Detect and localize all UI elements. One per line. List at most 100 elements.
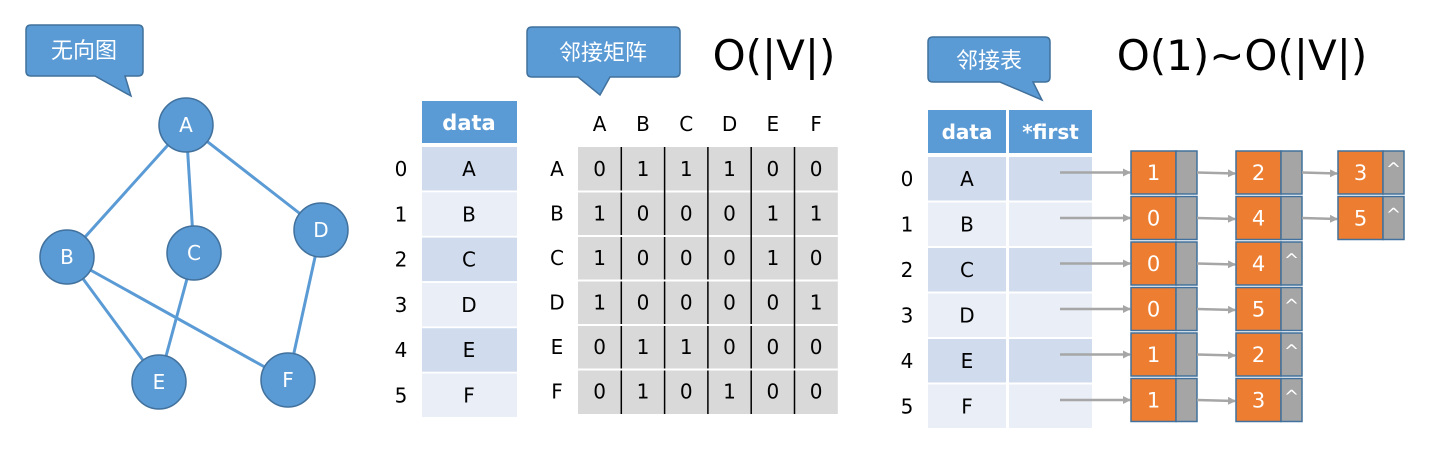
adj-table-header bbox=[928, 110, 1006, 153]
callout-label: 邻接矩阵 bbox=[559, 41, 647, 66]
matrix-row-header: A bbox=[550, 157, 564, 181]
matrix-cell: 0 bbox=[810, 380, 823, 404]
adj-table-data-cell bbox=[928, 339, 1006, 383]
adj-table-first-cell bbox=[1009, 293, 1092, 337]
row-index: 1 bbox=[901, 213, 914, 237]
callout-adjacency-matrix: 邻接矩阵 bbox=[526, 26, 681, 97]
matrix-cell: 0 bbox=[680, 246, 693, 270]
row-index: 2 bbox=[395, 248, 408, 272]
graph-node-label: E bbox=[153, 370, 166, 394]
table-cell: E bbox=[463, 338, 476, 362]
edge-node-vertex bbox=[1130, 241, 1177, 286]
edge-node-value: 1 bbox=[1147, 389, 1160, 413]
edge-node-vertex bbox=[1130, 377, 1177, 423]
edge-node-value: 0 bbox=[1147, 252, 1160, 276]
matrix-cell: 0 bbox=[637, 291, 650, 315]
table-row bbox=[422, 237, 517, 282]
edge-node-value: 5 bbox=[1252, 298, 1265, 322]
matrix-cell: 0 bbox=[810, 335, 823, 359]
edge-node-vertex bbox=[1130, 286, 1177, 332]
matrix-cell: 0 bbox=[766, 335, 779, 359]
next-pointer-arrow bbox=[1196, 351, 1236, 360]
matrix-cell: 0 bbox=[637, 202, 650, 226]
matrix-cell: 1 bbox=[637, 335, 650, 359]
matrix-cell: 1 bbox=[810, 291, 823, 315]
adj-table-first-cell bbox=[1009, 157, 1092, 201]
table-cell: A bbox=[462, 157, 476, 181]
table-row bbox=[422, 328, 517, 372]
matrix-cell: 1 bbox=[766, 246, 779, 270]
matrix-row-header: C bbox=[550, 246, 564, 270]
matrix-cell: 0 bbox=[810, 246, 823, 270]
table-row bbox=[422, 192, 517, 236]
row-index: 5 bbox=[901, 395, 914, 419]
row-index: 5 bbox=[395, 384, 408, 408]
null-pointer: ^ bbox=[1284, 341, 1299, 362]
matrix-cell: 0 bbox=[723, 291, 736, 315]
adj-table-value: C bbox=[960, 258, 974, 282]
adj-table-data-cell bbox=[928, 202, 1006, 246]
row-index: 3 bbox=[901, 304, 914, 328]
edge-node-next bbox=[1175, 377, 1198, 423]
edge-node-next bbox=[1280, 150, 1303, 195]
table-header bbox=[422, 101, 517, 143]
edge-node-value: 0 bbox=[1147, 298, 1160, 322]
matrix-cell: 0 bbox=[593, 380, 606, 404]
edge-node-next bbox=[1175, 195, 1198, 241]
graph-node-E bbox=[131, 354, 187, 410]
table-cell: D bbox=[461, 293, 476, 317]
matrix-cell: 0 bbox=[680, 202, 693, 226]
matrix-cell: 0 bbox=[766, 157, 779, 181]
matrix-row-header: E bbox=[551, 335, 564, 359]
next-pointer-arrow bbox=[1301, 169, 1338, 178]
next-pointer-arrow bbox=[1196, 214, 1236, 223]
adj-table-first-cell bbox=[1009, 384, 1092, 428]
matrix-col-header: F bbox=[810, 112, 822, 136]
graph-node-C bbox=[166, 225, 222, 281]
matrix-cell: 0 bbox=[593, 335, 606, 359]
adj-table-data-cell bbox=[928, 248, 1006, 292]
matrix-cell: 0 bbox=[723, 335, 736, 359]
edge-node-next bbox=[1382, 195, 1405, 241]
matrix-cell: 0 bbox=[593, 157, 606, 181]
null-pointer: ^ bbox=[1386, 205, 1401, 226]
matrix-cell: 0 bbox=[680, 291, 693, 315]
table-cell: C bbox=[462, 248, 476, 272]
row-index: 0 bbox=[395, 157, 408, 181]
matrix-cell: 0 bbox=[637, 246, 650, 270]
undirected-graph: A B C D E F bbox=[39, 97, 349, 410]
row-index: 0 bbox=[901, 167, 914, 191]
matrix-cell: 0 bbox=[680, 380, 693, 404]
row-index: 1 bbox=[395, 202, 408, 226]
adj-table-value: B bbox=[960, 213, 974, 237]
edge-node-next bbox=[1175, 332, 1198, 377]
graph-node-A bbox=[158, 97, 214, 153]
edge-node-value: 4 bbox=[1252, 207, 1265, 231]
adj-table-first-cell bbox=[1009, 248, 1092, 292]
adj-table-data-cell bbox=[928, 157, 1006, 201]
adj-table-first-cell bbox=[1009, 339, 1092, 383]
edge-node-value: 3 bbox=[1252, 389, 1265, 413]
table-row bbox=[422, 282, 517, 327]
matrix-col-header: B bbox=[636, 112, 650, 136]
edge-node-vertex bbox=[1337, 150, 1384, 195]
matrix-row-header: B bbox=[550, 202, 564, 226]
edge-node-next bbox=[1280, 286, 1303, 332]
matrix-cell: 1 bbox=[766, 202, 779, 226]
table-row bbox=[422, 147, 517, 191]
matrix-col-header: C bbox=[679, 112, 693, 136]
matrix-cell: 0 bbox=[766, 380, 779, 404]
edge-node-next bbox=[1175, 241, 1198, 286]
edge-node-next bbox=[1280, 377, 1303, 423]
matrix-cell: 1 bbox=[810, 202, 823, 226]
matrix-cell: 0 bbox=[723, 246, 736, 270]
graph-node-label: B bbox=[60, 245, 74, 269]
callout-label: 无向图 bbox=[51, 39, 117, 64]
null-pointer: ^ bbox=[1284, 250, 1299, 271]
table-header-label: data bbox=[442, 111, 495, 135]
edge-node-value: 0 bbox=[1147, 207, 1160, 231]
edge-node-vertex bbox=[1235, 241, 1282, 286]
adj-table-data-cell bbox=[928, 384, 1006, 428]
table-cell: F bbox=[463, 384, 475, 408]
